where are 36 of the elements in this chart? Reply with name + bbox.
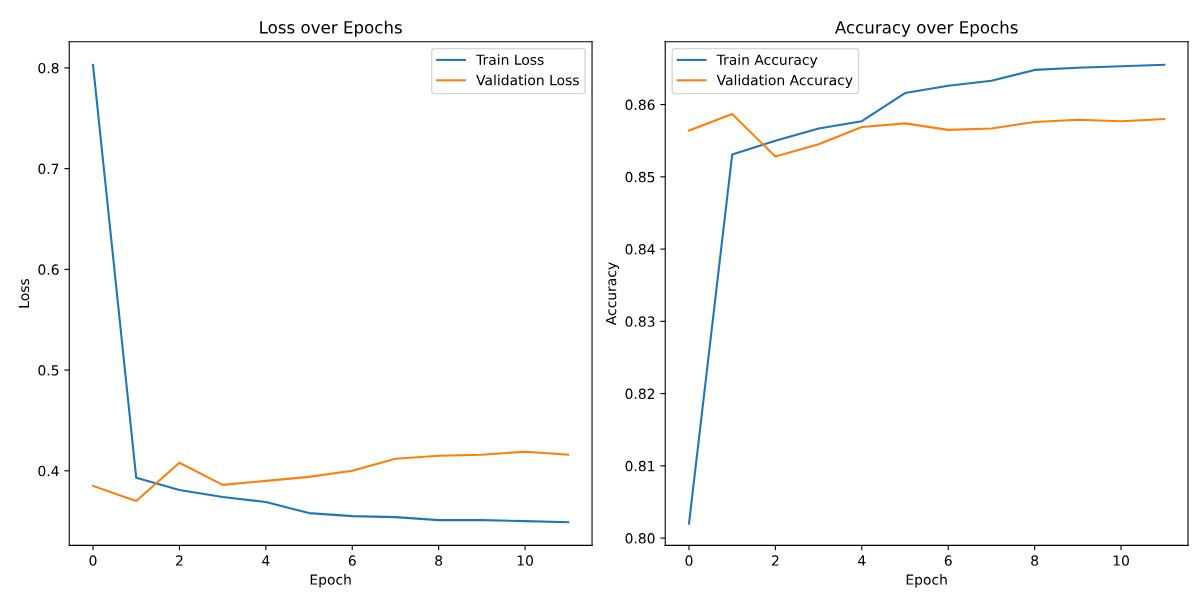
- chart-title: Loss over Epochs: [260, 20, 402, 37]
- y-tick-label: 0.81: [625, 460, 655, 472]
- x-tick-label: 4: [858, 555, 866, 566]
- legend-label: Validation Loss: [476, 74, 579, 86]
- y-tick-label: 0.80: [625, 533, 655, 544]
- y-tick-label: 0.5: [38, 365, 59, 376]
- y-tick-label: 0.4: [38, 465, 59, 477]
- chart-title: Accuracy over Epochs: [834, 20, 1018, 37]
- x-tick-label: 6: [944, 555, 952, 566]
- y-axis-title: Loss: [18, 278, 30, 308]
- x-tick-label: 2: [176, 555, 183, 566]
- x-tick-label: 2: [772, 555, 779, 566]
- legend-label: Validation Accuracy: [716, 74, 853, 89]
- x-tick-label: 6: [348, 555, 356, 566]
- y-tick-label: 0.6: [38, 264, 59, 275]
- x-tick-label: 8: [1031, 555, 1039, 566]
- line-series: [91, 450, 570, 503]
- y-tick-label: 0.84: [625, 244, 655, 255]
- y-tick-label: 0.85: [625, 171, 655, 183]
- x-tick-label: 0: [89, 555, 97, 566]
- y-axis-title: Accuracy: [606, 262, 620, 326]
- x-axis-title: Epoch: [906, 574, 947, 588]
- y-tick-label: 0.83: [625, 316, 655, 327]
- y-tick-label: 0.7: [38, 163, 59, 175]
- x-tick-label: 0: [685, 555, 693, 566]
- x-tick-label: 10: [1113, 555, 1129, 566]
- x-axis-title: Epoch: [310, 574, 351, 588]
- x-tick-label: 10: [517, 555, 533, 566]
- y-tick-label: 0.86: [625, 99, 655, 111]
- line-series: [687, 112, 1166, 158]
- legend-label: Train Accuracy: [716, 54, 818, 68]
- x-tick-label: 8: [435, 555, 443, 566]
- y-tick-label: 0.82: [625, 388, 655, 400]
- y-tick-label: 0.8: [38, 62, 59, 74]
- legend-label: Train Loss: [476, 54, 544, 65]
- x-tick-label: 4: [262, 555, 270, 566]
